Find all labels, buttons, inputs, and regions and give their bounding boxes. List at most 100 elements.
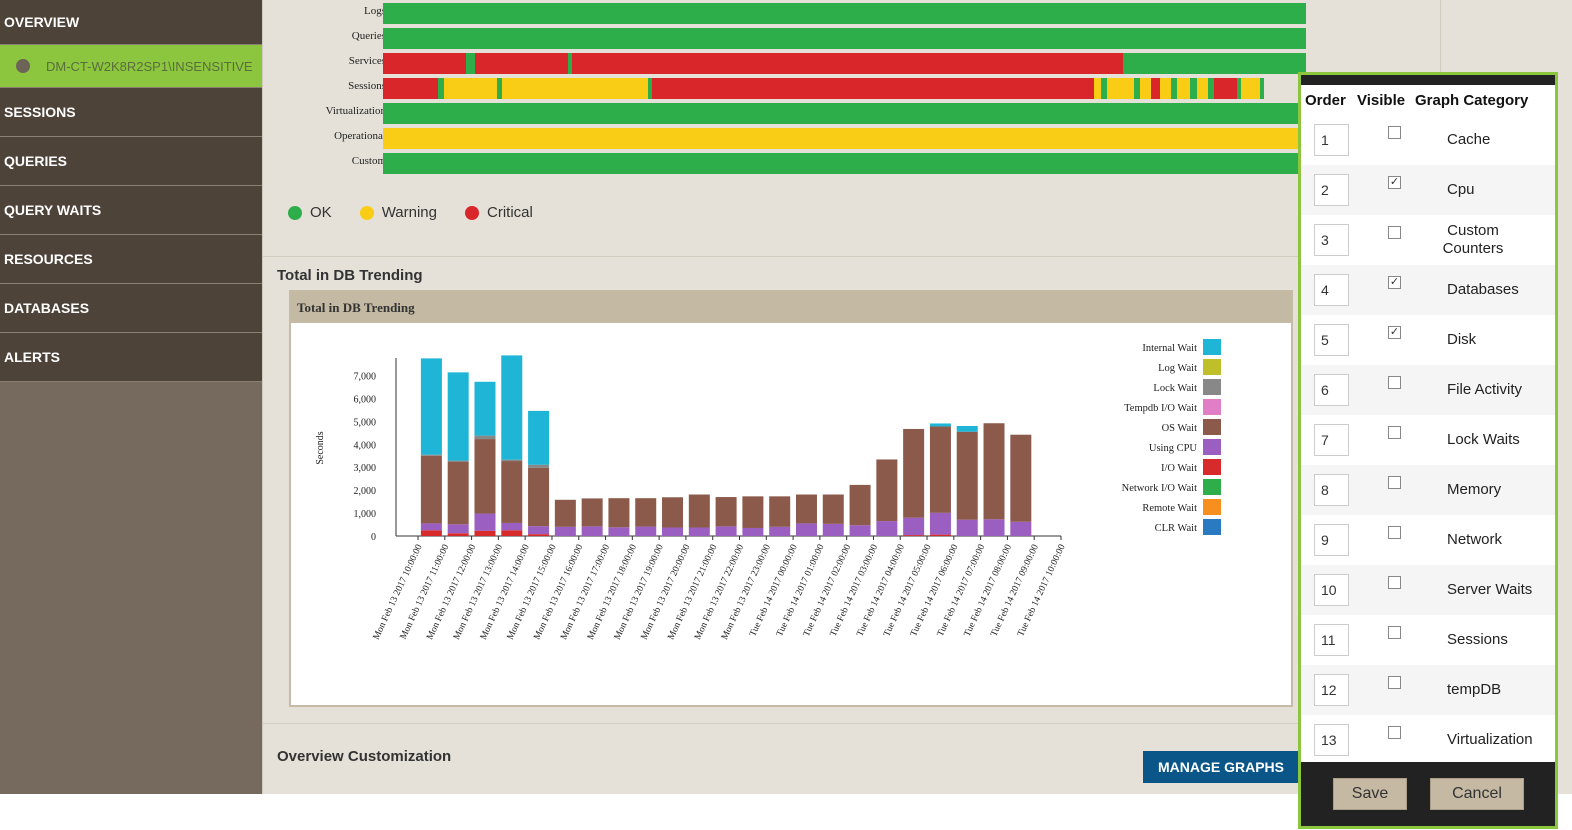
legend-ok: OK <box>288 204 332 221</box>
visible-cell <box>1357 665 1415 689</box>
visible-checkbox[interactable] <box>1388 576 1401 589</box>
sidebar-item-server-instance[interactable]: DM-CT-W2K8R2SP1\INSENSITIVE <box>0 45 262 88</box>
cancel-button[interactable]: Cancel <box>1430 778 1524 810</box>
order-input[interactable]: 5 <box>1314 324 1349 356</box>
visible-checkbox[interactable] <box>1388 476 1401 489</box>
legend-label: Remote Wait <box>1142 503 1197 514</box>
x-tick-label: Mon Feb 13 2017 19:00:00 <box>613 543 666 642</box>
legend-label: CLR Wait <box>1155 523 1198 534</box>
sidebar-item-sessions[interactable]: SESSIONS <box>0 88 262 137</box>
visible-cell <box>1357 565 1415 589</box>
graph-category-label: Network <box>1447 531 1503 548</box>
order-input[interactable]: 2 <box>1314 174 1349 206</box>
x-tick-label: Mon Feb 13 2017 23:00:00 <box>720 543 773 642</box>
ok-dot-icon <box>288 205 302 220</box>
overview-customization-label: Overview Customization <box>277 748 452 765</box>
timeline-segment-ok <box>1208 78 1214 99</box>
legend-label: I/O Wait <box>1161 463 1197 474</box>
order-input[interactable]: 9 <box>1314 524 1349 556</box>
timeline-bar[interactable] <box>383 3 1306 24</box>
visible-checkbox[interactable] <box>1388 726 1401 739</box>
x-tick-label: Mon Feb 13 2017 14:00:00 <box>479 543 532 642</box>
order-input[interactable]: 10 <box>1314 574 1349 606</box>
visible-checkbox[interactable] <box>1388 226 1401 239</box>
legend-swatch <box>1203 379 1221 395</box>
bar-segment <box>929 512 951 535</box>
order-input[interactable]: 3 <box>1314 224 1349 256</box>
bar-segment <box>420 523 442 531</box>
timeline-segment-ok <box>383 28 1306 49</box>
graph-category-row: 13 Virtualization <box>1301 715 1555 765</box>
sidebar-item-queries[interactable]: QUERIES <box>0 137 262 186</box>
timeline-row-label: Operational <box>334 130 386 142</box>
sidebar-item-query-waits[interactable]: QUERY WAITS <box>0 186 262 235</box>
visible-checkbox[interactable] <box>1388 426 1401 439</box>
legend-swatch <box>1203 499 1221 515</box>
graph-category-row: 2 ✓ Cpu <box>1301 165 1555 215</box>
bar-segment <box>447 460 469 462</box>
visible-checkbox[interactable] <box>1388 126 1401 139</box>
bar-segment <box>501 355 523 460</box>
order-input[interactable]: 11 <box>1314 624 1349 656</box>
bar-segment <box>662 527 684 536</box>
bar-segment <box>581 498 603 527</box>
bar-segment <box>474 439 496 514</box>
bar-segment <box>528 526 550 535</box>
graph-category-label: tempDB <box>1447 681 1502 698</box>
order-input[interactable]: 13 <box>1314 724 1349 756</box>
bar-segment <box>983 519 1005 536</box>
y-tick-label: 1,000 <box>354 509 377 520</box>
legend-swatch <box>1203 479 1221 495</box>
timeline-row-label: Custom <box>351 155 386 167</box>
timeline-bar[interactable] <box>383 128 1306 149</box>
visible-cell: ✓ <box>1357 165 1415 189</box>
y-tick-label: 0 <box>371 532 376 543</box>
visible-checkbox[interactable]: ✓ <box>1388 326 1401 339</box>
visible-checkbox[interactable] <box>1388 526 1401 539</box>
x-tick-label: Tue Feb 14 2017 10:00:00 <box>1016 543 1068 639</box>
legend-label: Using CPU <box>1149 443 1198 454</box>
timeline-bar[interactable] <box>383 103 1306 124</box>
visible-cell <box>1357 515 1415 539</box>
timeline-bar[interactable] <box>383 53 1306 74</box>
timeline-segment-ok <box>438 78 444 99</box>
timeline-segment-ok <box>383 103 1306 124</box>
visible-checkbox[interactable]: ✓ <box>1388 176 1401 189</box>
order-input[interactable]: 12 <box>1314 674 1349 706</box>
timeline-bar[interactable] <box>383 28 1306 49</box>
order-input[interactable]: 7 <box>1314 424 1349 456</box>
visible-checkbox[interactable] <box>1388 676 1401 689</box>
bar-segment <box>474 513 496 531</box>
legend-label: Tempdb I/O Wait <box>1124 403 1197 414</box>
timeline-segment-critical <box>652 78 1094 99</box>
legend-swatch <box>1203 519 1221 535</box>
order-input[interactable]: 1 <box>1314 124 1349 156</box>
visible-checkbox[interactable] <box>1388 626 1401 639</box>
bar-segment <box>474 381 496 436</box>
order-input[interactable]: 8 <box>1314 474 1349 506</box>
timeline-segment-ok <box>567 53 573 74</box>
sidebar-item-resources[interactable]: RESOURCES <box>0 235 262 284</box>
graph-category-row: 7 Lock Waits <box>1301 415 1555 465</box>
timeline-bar[interactable] <box>383 78 1306 99</box>
visible-checkbox[interactable]: ✓ <box>1388 276 1401 289</box>
visible-checkbox[interactable] <box>1388 376 1401 389</box>
sidebar-item-alerts[interactable]: ALERTS <box>0 333 262 382</box>
timeline-segment-ok <box>1259 78 1265 99</box>
sidebar-item-databases[interactable]: DATABASES <box>0 284 262 333</box>
manage-graphs-button[interactable]: MANAGE GRAPHS <box>1143 751 1299 783</box>
bar-segment <box>608 527 630 536</box>
timeline-bar[interactable] <box>383 153 1306 174</box>
bar-segment <box>501 459 523 462</box>
save-button[interactable]: Save <box>1333 778 1407 810</box>
bar-segment <box>903 517 925 536</box>
order-input[interactable]: 6 <box>1314 374 1349 406</box>
order-input[interactable]: 4 <box>1314 274 1349 306</box>
timeline-row: Queries <box>263 28 1313 49</box>
x-tick-label: Mon Feb 13 2017 18:00:00 <box>586 543 639 642</box>
sidebar-item-overview[interactable]: OVERVIEW <box>0 0 262 45</box>
sidebar-item-label: QUERY WAITS <box>4 202 102 218</box>
timeline-segment-warning <box>1093 78 1102 99</box>
bar-segment <box>447 461 469 525</box>
bar-segment <box>635 526 657 536</box>
